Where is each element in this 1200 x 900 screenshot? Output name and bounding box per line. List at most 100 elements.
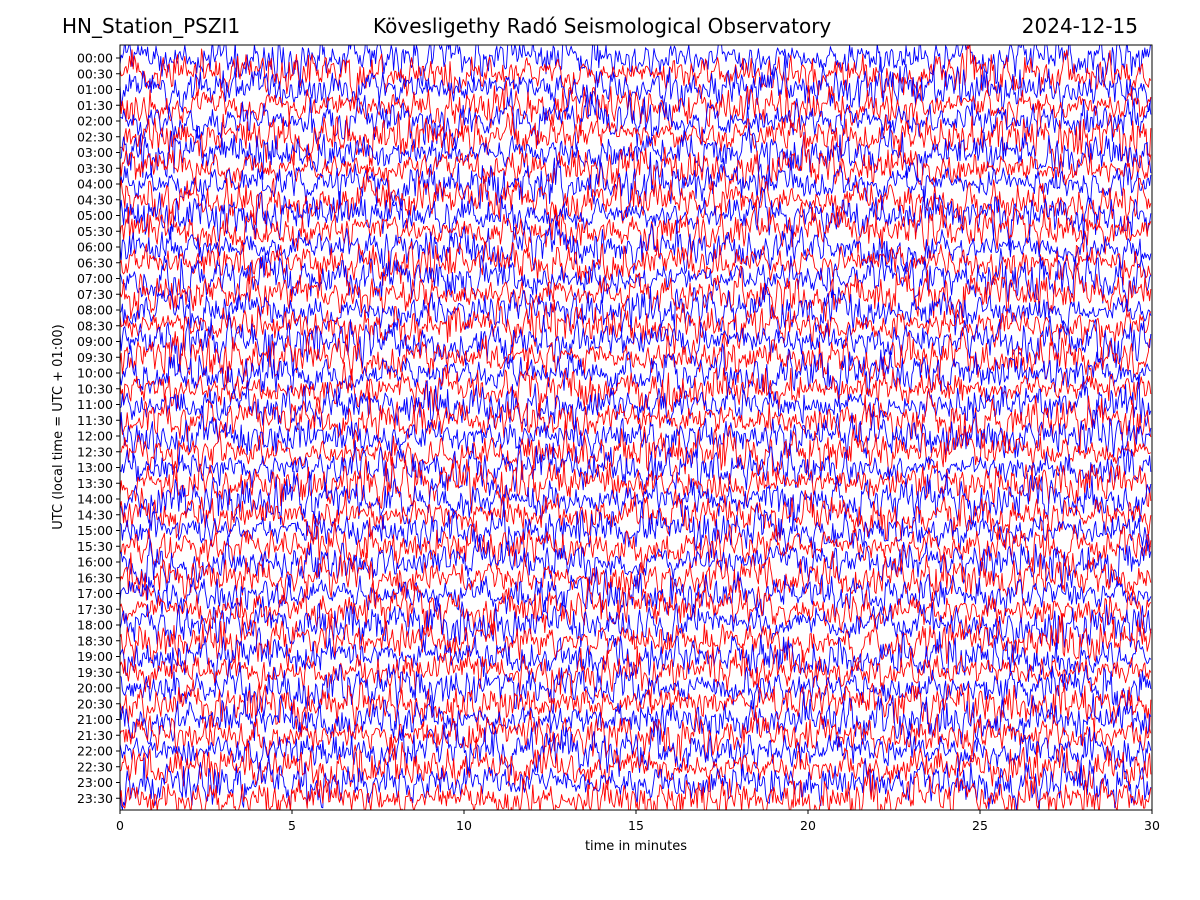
y-tick-label: 04:00	[77, 177, 113, 192]
y-tick-label: 10:00	[77, 366, 113, 381]
trace-line	[120, 80, 1152, 135]
y-tick-label: 23:00	[77, 775, 113, 790]
trace-line	[120, 88, 1152, 150]
y-tick-label: 15:30	[77, 539, 113, 554]
trace-line	[120, 45, 1151, 89]
y-tick-label: 21:30	[77, 728, 113, 743]
x-tick-label: 15	[628, 818, 644, 833]
trace-line	[120, 219, 1152, 275]
trace-line	[120, 387, 1152, 453]
trace-line	[120, 361, 1152, 418]
y-tick-label: 16:30	[77, 570, 113, 585]
y-tick-label: 20:00	[77, 681, 113, 696]
x-axis-label: time in minutes	[585, 839, 687, 854]
y-tick-label: 12:00	[77, 429, 113, 444]
y-axis: 00:0000:3001:0001:3002:0002:3003:0003:30…	[77, 51, 120, 806]
trace-line	[120, 151, 1152, 212]
y-tick-label: 08:30	[77, 318, 113, 333]
y-tick-label: 01:30	[77, 98, 113, 113]
y-tick-label: 00:30	[77, 66, 113, 81]
y-tick-label: 01:00	[77, 82, 113, 97]
x-tick-label: 25	[972, 818, 988, 833]
y-tick-label: 11:30	[77, 413, 113, 428]
y-tick-label: 02:30	[77, 129, 113, 144]
y-tick-label: 14:30	[77, 507, 113, 522]
trace-line	[120, 679, 1152, 734]
trace-line	[120, 517, 1152, 572]
y-tick-label: 06:00	[77, 240, 113, 255]
trace-line	[120, 297, 1152, 354]
trace-line	[120, 326, 1151, 384]
y-tick-label: 11:00	[77, 397, 113, 412]
trace-line	[120, 578, 1152, 636]
observatory-title: Kövesligethy Radó Seismological Observat…	[373, 14, 832, 38]
x-tick-label: 0	[116, 818, 124, 833]
y-tick-label: 19:00	[77, 649, 113, 664]
trace-line	[120, 767, 1152, 810]
y-tick-label: 00:00	[77, 51, 113, 66]
x-tick-label: 20	[800, 818, 816, 833]
trace-line	[120, 719, 1152, 777]
trace-line	[120, 100, 1152, 168]
y-tick-label: 02:00	[77, 114, 113, 129]
y-tick-label: 15:00	[77, 523, 113, 538]
y-tick-label: 17:30	[77, 602, 113, 617]
trace-line	[120, 736, 1152, 793]
y-tick-label: 05:00	[77, 208, 113, 223]
trace-line	[120, 343, 1151, 399]
y-tick-label: 20:30	[77, 696, 113, 711]
trace-line	[120, 455, 1152, 514]
y-tick-label: 18:30	[77, 633, 113, 648]
trace-line	[120, 283, 1152, 339]
x-tick-label: 10	[456, 818, 472, 833]
y-tick-label: 09:00	[77, 334, 113, 349]
trace-line	[120, 612, 1152, 672]
y-tick-label: 07:30	[77, 287, 113, 302]
trace-line	[120, 627, 1152, 686]
trace-line	[120, 711, 1152, 768]
y-tick-label: 17:00	[77, 586, 113, 601]
trace-line	[120, 691, 1152, 746]
x-tick-label: 30	[1144, 818, 1160, 833]
trace-line	[120, 644, 1152, 708]
trace-line	[120, 262, 1152, 323]
trace-line	[120, 440, 1152, 497]
y-tick-label: 18:00	[77, 618, 113, 633]
y-tick-label: 05:30	[77, 224, 113, 239]
trace-line	[120, 121, 1152, 182]
y-tick-label: 03:00	[77, 145, 113, 160]
x-tick-label: 5	[288, 818, 296, 833]
trace-line	[120, 239, 1152, 289]
y-tick-label: 07:00	[77, 271, 113, 286]
y-tick-label: 19:30	[77, 665, 113, 680]
trace-line	[120, 199, 1152, 258]
y-tick-label: 21:00	[77, 712, 113, 727]
y-tick-label: 04:30	[77, 192, 113, 207]
trace-line	[120, 374, 1152, 433]
y-tick-label: 03:30	[77, 161, 113, 176]
trace-line	[120, 501, 1152, 559]
y-tick-label: 16:00	[77, 555, 113, 570]
trace-line	[120, 420, 1152, 482]
y-axis-label: UTC (local time = UTC + 01:00)	[51, 324, 66, 529]
x-axis: 0 5 10 15 20 25 30	[116, 810, 1160, 833]
station-title: HN_Station_PSZI1	[62, 14, 241, 38]
trace-line	[120, 535, 1152, 594]
y-tick-label: 13:00	[77, 460, 113, 475]
y-tick-label: 23:30	[77, 791, 113, 806]
trace-line	[120, 45, 1152, 106]
trace-line	[120, 566, 1152, 617]
trace-group	[120, 45, 1152, 810]
y-tick-label: 12:30	[77, 444, 113, 459]
y-tick-label: 09:30	[77, 350, 113, 365]
date-title: 2024-12-15	[1021, 14, 1138, 38]
trace-line	[120, 487, 1152, 542]
trace-line	[120, 311, 1152, 377]
trace-line	[120, 166, 1152, 231]
y-tick-label: 06:30	[77, 255, 113, 270]
trace-line	[120, 185, 1152, 251]
y-tick-label: 22:00	[77, 744, 113, 759]
y-tick-label: 08:00	[77, 303, 113, 318]
y-tick-label: 13:30	[77, 476, 113, 491]
